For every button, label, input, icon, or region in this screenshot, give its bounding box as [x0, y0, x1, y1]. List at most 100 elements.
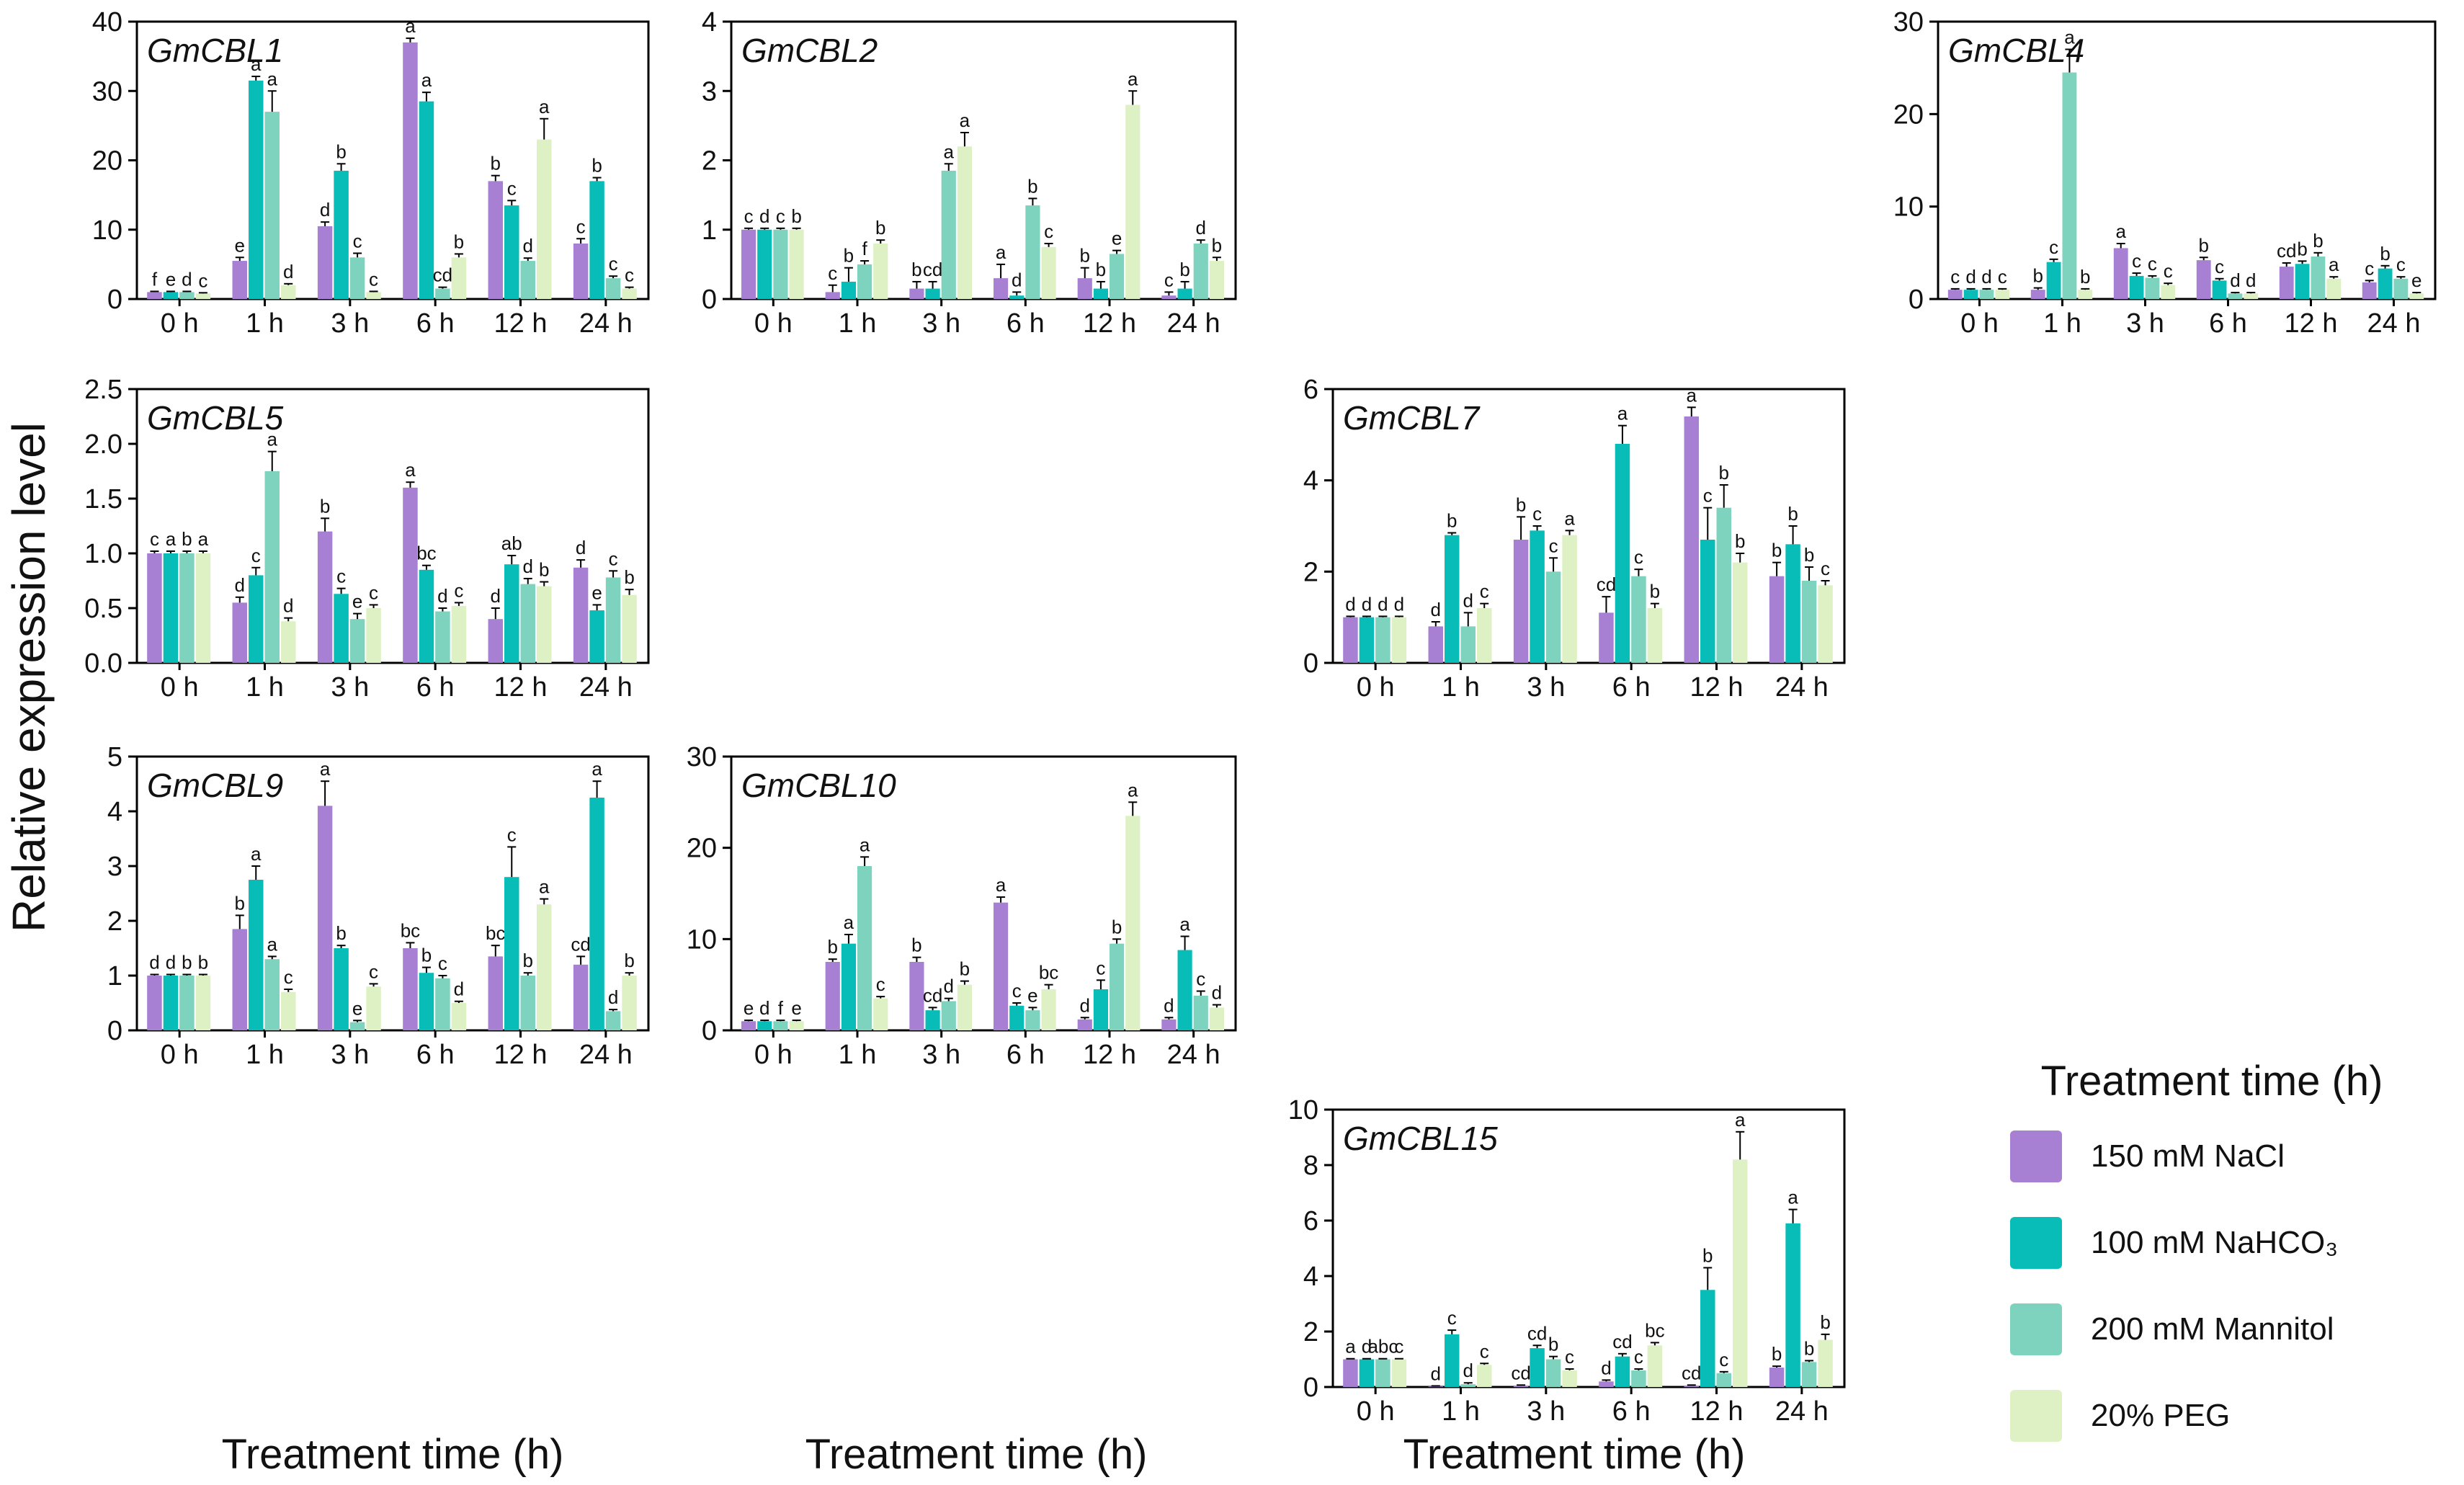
y-tick-label: 20: [92, 146, 122, 177]
bar-peg: [1818, 585, 1833, 663]
bar-mannitol: [179, 553, 195, 663]
x-tick-label: 12 h: [1690, 1396, 1744, 1427]
bar-mannitol: [179, 976, 195, 1030]
bar-peg: [2326, 278, 2342, 299]
x-tick-label: 24 h: [579, 672, 633, 703]
significance-letter: a: [1345, 1336, 1356, 1357]
significance-letter: c: [828, 262, 837, 284]
significance-letter: c: [576, 215, 586, 237]
bar-nahco3: [163, 292, 179, 299]
bar-nacl: [1161, 295, 1177, 299]
bar-mannitol: [264, 959, 280, 1030]
y-tick-label: 0: [107, 1016, 122, 1046]
bar-peg: [1732, 1159, 1748, 1387]
x-tick-label: 24 h: [1775, 672, 1829, 703]
bar-peg: [1041, 246, 1056, 299]
significance-letter: c: [1447, 1307, 1457, 1329]
y-tick-label: 2: [107, 906, 122, 937]
significance-letter: a: [960, 110, 970, 131]
x-tick-label: 3 h: [2126, 308, 2164, 339]
significance-letter: d: [166, 951, 176, 973]
y-tick-label: 20: [687, 834, 717, 864]
x-tick-label: 1 h: [1442, 672, 1480, 703]
bar-nacl: [1947, 290, 1963, 299]
significance-letter: a: [2115, 220, 2126, 242]
significance-letter: bc: [401, 919, 420, 941]
bar-nacl: [2279, 267, 2294, 299]
significance-letter: b: [1735, 530, 1745, 552]
bar-peg: [451, 605, 467, 663]
bar-nahco3: [419, 973, 434, 1030]
x-tick-label: 1 h: [246, 1040, 284, 1070]
significance-letter: b: [1719, 462, 1729, 483]
bar-peg: [873, 244, 888, 299]
significance-letter: a: [251, 843, 262, 865]
bar-nahco3: [1009, 295, 1025, 299]
significance-letter: a: [539, 96, 550, 117]
bar-nacl: [1428, 1386, 1444, 1387]
x-tick-label: 12 h: [1690, 672, 1744, 703]
significance-letter: a: [2329, 254, 2339, 275]
bar-nacl: [1684, 1386, 1700, 1387]
bar-nacl: [317, 531, 333, 663]
bar-peg: [622, 976, 637, 1030]
significance-letter: d: [1965, 266, 1976, 287]
x-tick-label: 12 h: [494, 308, 548, 339]
significance-letter: b: [1212, 234, 1222, 256]
y-tick-label: 4: [107, 797, 122, 827]
bar-nahco3: [1700, 540, 1715, 663]
significance-letter: d: [576, 537, 586, 558]
y-tick-label: 4: [1303, 466, 1318, 496]
x-tick-label: 12 h: [1083, 1040, 1136, 1070]
significance-letter: c: [454, 579, 463, 601]
significance-letter: a: [944, 141, 955, 162]
bar-nacl: [488, 956, 504, 1030]
x-tick-label: 24 h: [1167, 308, 1220, 339]
significance-letter: b: [1650, 581, 1660, 602]
bar-peg: [1647, 608, 1663, 663]
y-tick-label: 30: [1893, 7, 1924, 37]
y-tick-label: 0: [1303, 1373, 1318, 1403]
bar-nacl: [909, 288, 924, 299]
bar-mannitol: [857, 264, 872, 299]
bar-nacl: [2362, 282, 2377, 299]
legend-label-nahco3: 100 mM NaHCO₃: [2091, 1225, 2339, 1260]
significance-letter: b: [1447, 510, 1457, 532]
significance-letter: c: [1164, 269, 1174, 290]
bar-nahco3: [2295, 264, 2310, 299]
significance-letter: c: [1719, 1349, 1728, 1370]
significance-letter: a: [1128, 68, 1138, 89]
bar-mannitol: [941, 1001, 956, 1030]
bar-mannitol: [1025, 1010, 1040, 1030]
x-tick-label: 1 h: [839, 308, 877, 339]
legend-label-peg: 20% PEG: [2091, 1398, 2231, 1433]
bar-peg: [1209, 1007, 1224, 1030]
bar-nacl: [741, 1021, 756, 1030]
significance-letter: b: [1820, 1311, 1830, 1333]
x-tick-label: 6 h: [416, 308, 455, 339]
bar-mannitol: [435, 288, 450, 299]
x-tick-label: 6 h: [1006, 1040, 1045, 1070]
significance-letter: d: [1012, 269, 1022, 290]
significance-letter: d: [283, 595, 293, 617]
significance-letter: bc: [1645, 1319, 1664, 1341]
y-tick-label: 2.0: [84, 429, 122, 460]
y-tick-label: 30: [687, 742, 717, 772]
significance-letter: c: [625, 264, 634, 286]
y-tick-label: 1: [107, 961, 122, 991]
legend-item-peg: 20% PEG: [2010, 1373, 2414, 1459]
x-tick-label: 6 h: [416, 672, 455, 703]
legend: 150 mM NaCl 100 mM NaHCO₃ 200 mM Mannito…: [2010, 1113, 2414, 1459]
significance-letter: d: [283, 261, 293, 282]
plot-frame: [730, 755, 1237, 1032]
bar-nacl: [1769, 576, 1785, 663]
significance-letter: cd: [2277, 240, 2296, 262]
bar-nahco3: [1177, 288, 1192, 299]
significance-letter: d: [1981, 266, 1991, 287]
bar-mannitol: [1460, 626, 1476, 663]
x-tick-label: 0 h: [754, 308, 793, 339]
bar-nacl: [573, 964, 589, 1030]
significance-letter: b: [320, 495, 330, 517]
x-tick-label: 0 h: [1357, 1396, 1395, 1427]
